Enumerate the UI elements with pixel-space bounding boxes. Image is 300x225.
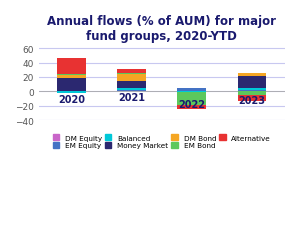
Bar: [57, 92, 86, 93]
Text: 2021: 2021: [118, 93, 145, 103]
Bar: [238, 96, 266, 101]
Bar: [238, 88, 266, 90]
Bar: [178, 106, 206, 109]
Bar: [117, 81, 146, 88]
Bar: [178, 88, 206, 92]
Title: Annual flows (% of AUM) for major
fund groups, 2020-YTD: Annual flows (% of AUM) for major fund g…: [47, 15, 276, 43]
Legend: DM Equity, EM Equity, Balanced, Money Market, DM Bond, EM Bond, Alternative: DM Equity, EM Equity, Balanced, Money Ma…: [53, 135, 271, 149]
Bar: [117, 90, 146, 91]
Text: 2020: 2020: [58, 95, 85, 105]
Bar: [178, 92, 206, 93]
Bar: [238, 74, 266, 76]
Bar: [117, 70, 146, 74]
Bar: [238, 92, 266, 96]
Bar: [117, 75, 146, 81]
Bar: [117, 91, 146, 92]
Bar: [178, 93, 206, 106]
Text: 2022: 2022: [178, 99, 206, 109]
Bar: [117, 74, 146, 75]
Bar: [117, 88, 146, 90]
Text: 2023: 2023: [238, 96, 266, 106]
Bar: [57, 79, 86, 92]
Bar: [57, 58, 86, 75]
Bar: [238, 90, 266, 92]
Bar: [238, 76, 266, 88]
Bar: [57, 75, 86, 79]
